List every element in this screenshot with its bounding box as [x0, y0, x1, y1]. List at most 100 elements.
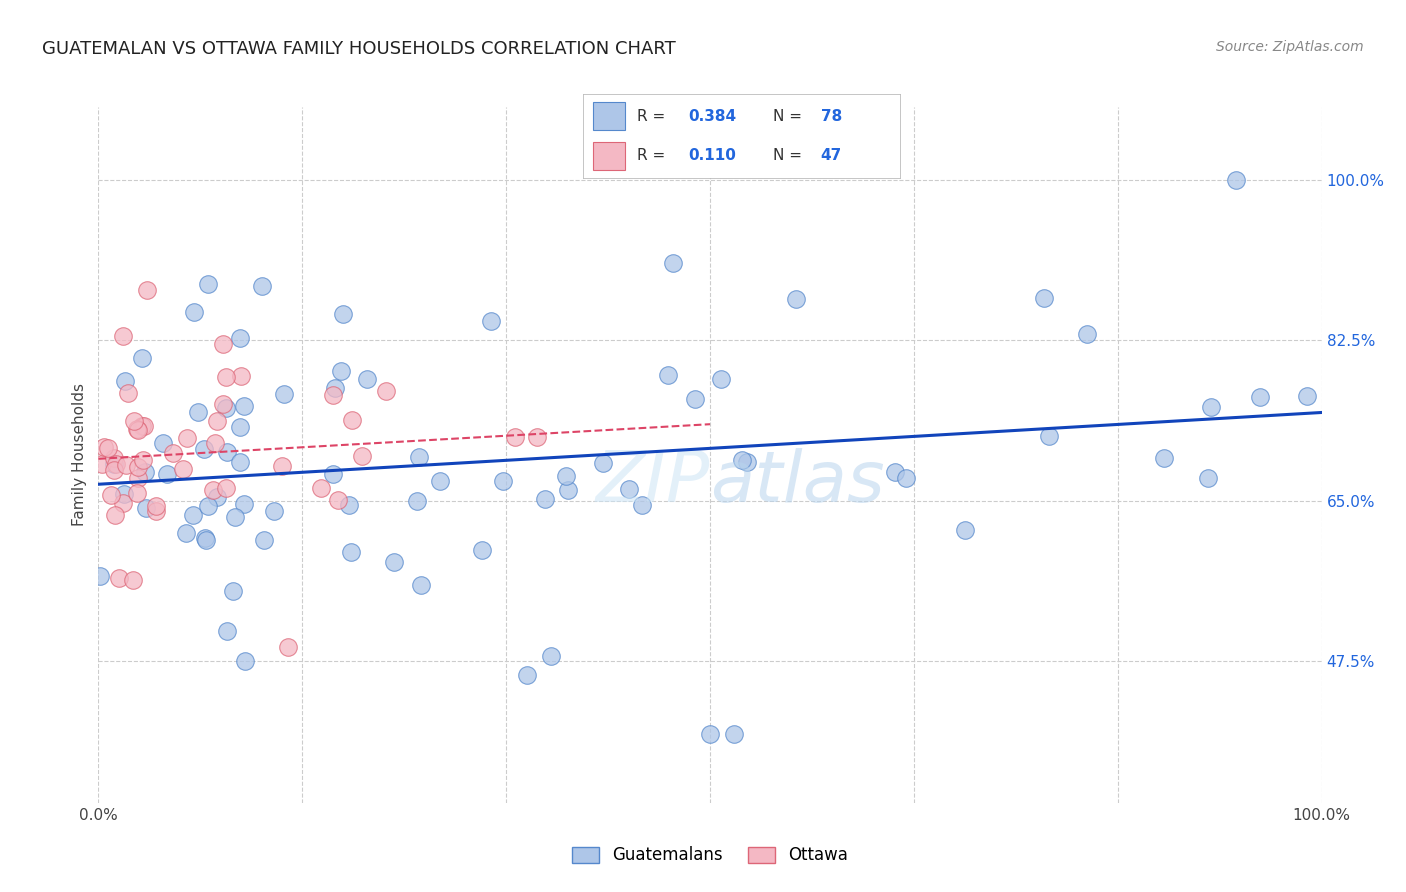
Point: [145, 499, 167, 513]
Point: [526, 430, 548, 444]
Point: [156, 467, 179, 482]
Point: [503, 429, 526, 443]
Point: [1076, 326, 1098, 341]
Point: [134, 419, 156, 434]
Point: [352, 450, 374, 464]
Point: [152, 436, 174, 450]
Point: [89, 569, 111, 583]
Point: [253, 533, 276, 548]
Point: [429, 475, 451, 489]
Point: [592, 456, 614, 470]
Point: [263, 504, 285, 518]
Text: 0.110: 0.110: [688, 148, 735, 163]
Point: [710, 372, 733, 386]
Point: [132, 453, 155, 467]
Point: [127, 423, 149, 437]
Legend: Guatemalans, Ottawa: Guatemalans, Ottawa: [565, 839, 855, 871]
Point: [127, 471, 149, 485]
Point: [250, 278, 273, 293]
Point: [127, 459, 149, 474]
Point: [194, 532, 217, 546]
Y-axis label: Family Households: Family Households: [72, 384, 87, 526]
Point: [111, 496, 134, 510]
Text: GUATEMALAN VS OTTAWA FAMILY HOUSEHOLDS CORRELATION CHART: GUATEMALAN VS OTTAWA FAMILY HOUSEHOLDS C…: [42, 40, 676, 58]
Point: [207, 490, 229, 504]
Point: [382, 556, 405, 570]
Text: R =: R =: [637, 109, 671, 124]
Point: [162, 446, 184, 460]
Point: [273, 386, 295, 401]
Point: [339, 545, 361, 559]
Point: [332, 307, 354, 321]
Point: [322, 467, 344, 482]
Point: [197, 277, 219, 291]
Point: [97, 441, 120, 455]
Point: [657, 368, 679, 382]
Point: [492, 474, 515, 488]
Point: [224, 509, 246, 524]
Point: [194, 533, 217, 547]
Point: [405, 493, 427, 508]
Point: [1249, 391, 1271, 405]
Point: [1225, 173, 1247, 187]
FancyBboxPatch shape: [593, 142, 624, 169]
Point: [953, 523, 976, 537]
Point: [212, 337, 235, 351]
Point: [737, 455, 759, 469]
Point: [699, 727, 721, 741]
Point: [233, 654, 256, 668]
Point: [172, 461, 194, 475]
Point: [785, 293, 807, 307]
Point: [1201, 400, 1223, 414]
Point: [114, 374, 136, 388]
Point: [111, 329, 134, 343]
Point: [145, 504, 167, 518]
Point: [731, 453, 754, 467]
Point: [631, 498, 654, 512]
Point: [215, 401, 238, 415]
Point: [217, 624, 239, 638]
Text: 47: 47: [821, 148, 842, 163]
Point: [215, 369, 238, 384]
Point: [112, 487, 135, 501]
Text: R =: R =: [637, 148, 671, 163]
Point: [215, 444, 238, 458]
Point: [115, 458, 138, 472]
Point: [229, 420, 252, 434]
FancyBboxPatch shape: [593, 103, 624, 130]
Point: [104, 508, 127, 522]
Point: [1032, 291, 1054, 305]
Point: [131, 351, 153, 365]
Point: [181, 508, 204, 522]
Point: [229, 369, 252, 384]
Point: [479, 314, 502, 328]
Point: [207, 414, 229, 428]
Point: [228, 455, 250, 469]
Point: [471, 542, 494, 557]
Point: [340, 413, 363, 427]
Point: [683, 392, 706, 407]
Point: [408, 450, 430, 464]
Point: [176, 432, 198, 446]
Point: [117, 385, 139, 400]
Point: [557, 483, 579, 497]
Point: [100, 488, 122, 502]
Point: [183, 305, 205, 319]
Text: 78: 78: [821, 109, 842, 124]
Point: [534, 491, 557, 506]
Point: [1038, 429, 1060, 443]
Point: [271, 459, 294, 474]
Point: [894, 471, 917, 485]
Point: [617, 483, 640, 497]
Point: [723, 727, 745, 741]
Point: [339, 498, 361, 512]
Point: [103, 463, 125, 477]
Point: [107, 571, 129, 585]
Point: [356, 372, 378, 386]
Point: [374, 384, 396, 399]
Point: [662, 255, 685, 269]
Point: [131, 418, 153, 433]
Point: [134, 466, 156, 480]
Point: [201, 483, 224, 497]
Point: [93, 440, 115, 454]
